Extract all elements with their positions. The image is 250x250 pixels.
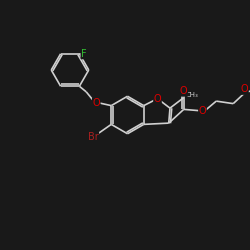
Text: O: O	[92, 98, 100, 108]
Text: Br: Br	[88, 132, 99, 142]
Text: O: O	[180, 86, 188, 96]
Text: O: O	[241, 84, 248, 94]
Text: CH₃: CH₃	[186, 92, 198, 98]
Text: O: O	[154, 94, 161, 104]
Text: F: F	[81, 49, 87, 59]
Text: O: O	[199, 106, 206, 116]
